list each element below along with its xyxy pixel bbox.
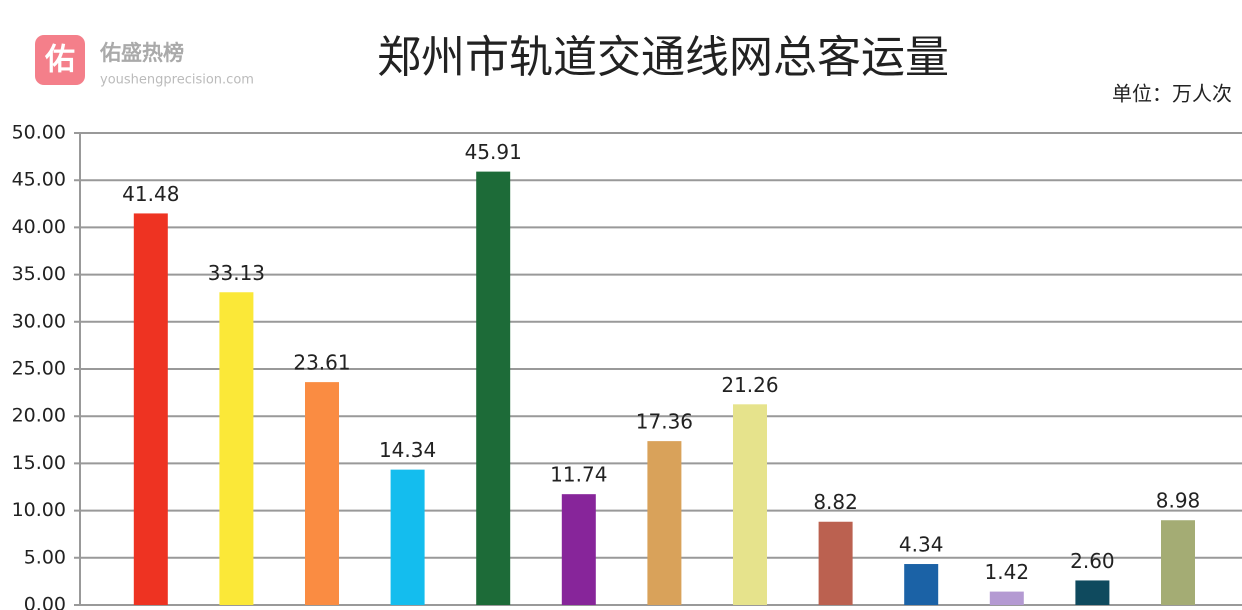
y-tick-label: 40.00	[12, 216, 66, 238]
bar	[390, 469, 425, 605]
value-label: 23.61	[293, 351, 350, 375]
value-label: 2.60	[1070, 549, 1115, 573]
bar	[219, 292, 254, 605]
value-label: 45.91	[465, 140, 522, 164]
value-label: 1.42	[985, 560, 1030, 584]
logo-box	[35, 35, 85, 85]
bar	[733, 404, 767, 605]
y-tick-label: 50.00	[12, 122, 66, 144]
value-label: 4.34	[899, 533, 944, 557]
y-tick-label: 35.00	[12, 263, 66, 285]
value-label: 17.36	[636, 410, 693, 434]
bar	[561, 494, 596, 605]
bar	[904, 564, 939, 605]
y-tick-label: 25.00	[12, 358, 66, 380]
y-tick-label: 5.00	[24, 546, 66, 568]
bar	[1075, 580, 1110, 605]
bar	[1161, 520, 1195, 605]
bar	[989, 591, 1024, 605]
value-label: 33.13	[208, 261, 265, 285]
bar	[476, 171, 511, 605]
y-tick-label: 45.00	[12, 169, 66, 191]
y-tick-label: 15.00	[12, 452, 66, 474]
value-label: 41.48	[122, 182, 179, 206]
logo-text: 佑	[44, 43, 75, 78]
bar	[133, 213, 168, 605]
value-label: 8.82	[813, 490, 858, 514]
value-label: 14.34	[379, 438, 436, 462]
y-tick-label: 20.00	[12, 405, 66, 427]
bar	[647, 441, 682, 605]
bar	[305, 382, 339, 605]
value-label: 21.26	[721, 373, 778, 397]
y-tick-label: 30.00	[12, 310, 66, 332]
y-tick-label: 0.00	[24, 594, 66, 610]
bar	[818, 521, 853, 605]
value-label: 11.74	[550, 463, 607, 487]
unit-label: 单位：万人次	[1112, 82, 1232, 106]
chart-title: 郑州市轨道交通线网总客运量	[377, 32, 949, 83]
watermark-name: 佑盛热榜	[99, 41, 184, 65]
y-tick-label: 10.00	[12, 499, 66, 521]
watermark-url: youshengprecision.com	[100, 73, 254, 88]
value-label: 8.98	[1156, 489, 1201, 513]
